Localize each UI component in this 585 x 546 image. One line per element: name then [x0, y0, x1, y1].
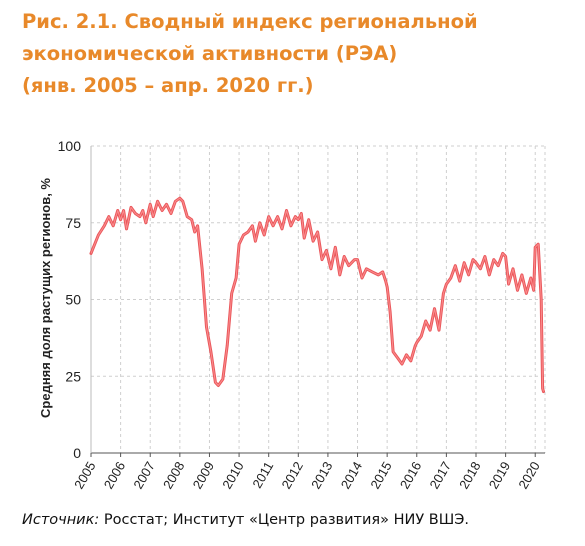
y-tick-label: 50: [65, 292, 81, 308]
y-tick-label: 0: [73, 445, 81, 461]
y-tick-label: 25: [65, 368, 81, 384]
x-tick-label: 2016: [397, 459, 424, 492]
source-note: Источник: Росстат; Институт «Центр разви…: [22, 512, 469, 528]
x-tick-label: 2007: [130, 459, 157, 492]
series-line-highlight: [90, 197, 544, 392]
chart-series-group: [89, 196, 545, 394]
source-label: Источник:: [22, 512, 100, 528]
x-tick-label: 2019: [486, 459, 513, 492]
x-tick-label: 2014: [338, 459, 365, 492]
chart-grid: [91, 145, 546, 453]
x-tick-label: 2017: [427, 459, 454, 492]
x-tick-label: 2015: [367, 459, 394, 492]
chart-axes: [90, 146, 545, 457]
x-tick-label: 2005: [71, 459, 98, 492]
y-tick-label: 75: [65, 215, 81, 231]
figure-title-line-1: Рис. 2.1. Сводный индекс региональной: [22, 10, 478, 33]
x-tick-label: 2012: [278, 459, 305, 492]
figure-title-line-2: экономической активности (РЭА): [22, 42, 398, 65]
x-tick-label: 2020: [515, 459, 542, 492]
x-tick-label: 2009: [190, 459, 217, 492]
x-tick-label: 2013: [308, 459, 335, 492]
y-axis-label: Средняя доля растущих регионов, %: [38, 178, 53, 418]
x-tick-label: 2006: [101, 459, 128, 492]
x-tick-label: 2008: [160, 459, 187, 492]
x-tick-label: 2011: [249, 459, 276, 491]
figure-title-line-3: (янв. 2005 – апр. 2020 гг.): [22, 74, 314, 97]
figure-title: Рис. 2.1. Сводный индекс региональной эк…: [22, 6, 478, 102]
source-text: Росстат; Институт «Центр развития» НИУ В…: [99, 512, 469, 528]
x-tick-label: 2010: [219, 459, 246, 492]
y-tick-label: 100: [58, 138, 82, 154]
x-tick-label: 2018: [456, 459, 483, 492]
